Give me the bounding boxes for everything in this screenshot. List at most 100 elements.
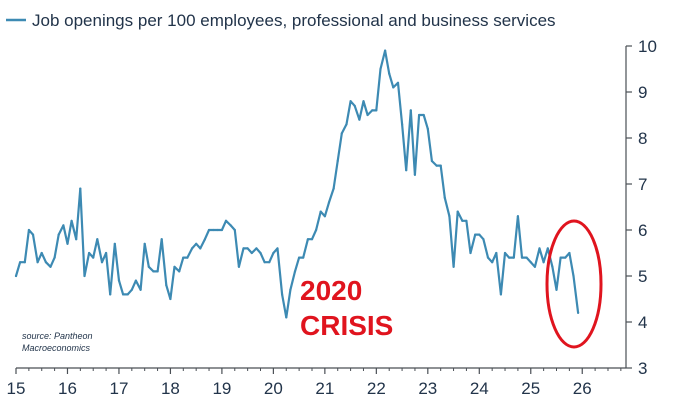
crisis-annotation-label: CRISIS xyxy=(300,310,393,341)
data-point-47 xyxy=(216,228,219,232)
data-point-83 xyxy=(371,109,374,112)
x-tick-label-22: 22 xyxy=(367,379,386,398)
y-tick-label-5: 5 xyxy=(638,267,647,286)
data-point-29 xyxy=(139,288,142,291)
data-point-54 xyxy=(246,247,249,250)
data-point-14 xyxy=(75,238,78,241)
x-tick-label-17: 17 xyxy=(109,379,128,398)
data-point-117 xyxy=(516,215,520,218)
data-point-118 xyxy=(520,256,524,259)
data-point-100 xyxy=(443,196,446,199)
data-point-37 xyxy=(173,265,176,268)
data-point-5 xyxy=(36,261,39,264)
data-point-7 xyxy=(44,261,48,264)
data-point-15 xyxy=(79,187,82,190)
data-point-25 xyxy=(122,293,125,296)
source-note-line2: Macroeconomics xyxy=(22,343,91,353)
data-point-81 xyxy=(362,100,365,103)
data-point-78 xyxy=(349,100,352,103)
data-point-34 xyxy=(160,238,163,241)
data-point-77 xyxy=(345,123,348,126)
data-point-44 xyxy=(203,238,206,241)
data-point-26 xyxy=(126,293,129,296)
data-point-43 xyxy=(199,247,202,250)
data-point-70 xyxy=(315,228,318,232)
data-point-126 xyxy=(555,288,558,291)
crisis-annotation-year: 2020 xyxy=(300,275,362,306)
x-tick-label-16: 16 xyxy=(58,379,77,398)
y-tick-label-10: 10 xyxy=(638,37,657,56)
data-point-50 xyxy=(229,224,232,227)
data-point-119 xyxy=(525,256,528,259)
data-point-72 xyxy=(323,215,326,218)
data-point-2 xyxy=(23,261,26,264)
data-point-80 xyxy=(358,118,361,121)
data-point-31 xyxy=(147,265,150,268)
data-point-125 xyxy=(551,265,554,268)
data-point-124 xyxy=(546,247,549,250)
data-point-62 xyxy=(281,293,284,296)
data-point-45 xyxy=(207,228,211,232)
data-point-111 xyxy=(491,261,494,264)
data-point-1 xyxy=(19,261,22,264)
y-tick-label-3: 3 xyxy=(638,359,647,378)
data-point-98 xyxy=(435,164,438,167)
data-point-129 xyxy=(568,251,571,255)
series-line xyxy=(14,49,580,319)
data-point-71 xyxy=(319,210,322,213)
data-point-74 xyxy=(332,187,335,190)
data-point-53 xyxy=(242,247,245,250)
data-point-94 xyxy=(418,113,421,117)
data-point-95 xyxy=(422,113,425,117)
x-tick-label-25: 25 xyxy=(521,379,540,398)
data-point-102 xyxy=(452,265,455,268)
data-point-59 xyxy=(268,261,271,264)
data-points xyxy=(14,49,580,319)
data-point-35 xyxy=(165,284,168,287)
data-point-11 xyxy=(62,224,65,227)
data-point-93 xyxy=(413,173,416,176)
data-point-28 xyxy=(134,279,137,282)
y-tick-label-7: 7 xyxy=(638,175,647,194)
x-tick-label-21: 21 xyxy=(315,379,334,398)
source-note-line1: source: Pantheon xyxy=(22,331,93,341)
data-point-17 xyxy=(88,251,91,255)
y-axis-ticks: 3 4 5 6 7 8 9 10 xyxy=(626,37,657,378)
legend: Job openings per 100 employees, professi… xyxy=(6,11,556,30)
data-point-19 xyxy=(96,238,99,241)
data-point-16 xyxy=(83,274,86,278)
data-point-104 xyxy=(461,219,464,222)
x-tick-label-18: 18 xyxy=(161,379,180,398)
data-point-38 xyxy=(178,270,181,273)
y-tick-label-6: 6 xyxy=(638,221,647,240)
data-point-8 xyxy=(49,265,52,268)
data-point-115 xyxy=(508,256,511,259)
data-point-9 xyxy=(53,256,56,259)
data-point-131 xyxy=(577,311,580,314)
data-point-101 xyxy=(448,215,451,218)
y-tick-label-4: 4 xyxy=(638,313,647,332)
data-point-88 xyxy=(392,86,395,89)
data-point-63 xyxy=(285,316,288,319)
data-point-58 xyxy=(263,261,266,264)
data-point-73 xyxy=(327,201,331,204)
data-point-75 xyxy=(336,159,339,163)
data-point-57 xyxy=(259,251,262,255)
y-tick-label-8: 8 xyxy=(638,129,647,148)
data-point-123 xyxy=(542,261,545,264)
data-point-10 xyxy=(57,233,60,236)
data-point-23 xyxy=(113,242,116,245)
data-point-55 xyxy=(250,251,253,255)
x-tick-label-15: 15 xyxy=(7,379,26,398)
data-point-84 xyxy=(375,109,378,112)
data-point-64 xyxy=(289,288,292,291)
data-point-113 xyxy=(499,293,502,296)
data-point-97 xyxy=(430,159,433,163)
data-point-76 xyxy=(340,132,343,135)
data-point-32 xyxy=(152,270,155,273)
data-point-127 xyxy=(559,256,562,259)
data-point-65 xyxy=(293,270,297,273)
data-point-0 xyxy=(14,274,18,278)
data-point-120 xyxy=(529,261,532,264)
